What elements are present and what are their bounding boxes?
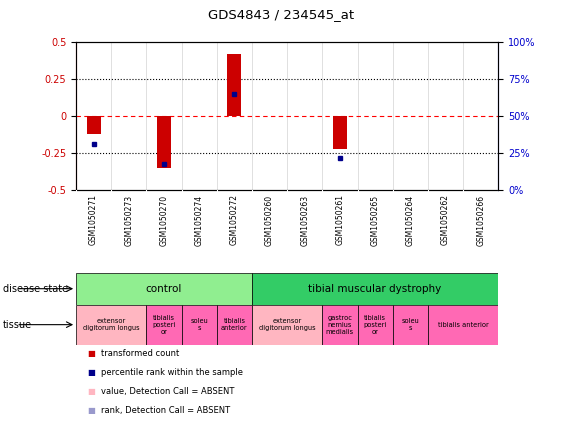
Text: GSM1050270: GSM1050270: [159, 195, 168, 246]
Bar: [252, 273, 498, 305]
Bar: [146, 305, 181, 345]
Text: GSM1050266: GSM1050266: [476, 195, 485, 246]
Bar: [252, 305, 322, 345]
Text: extensor
digitorum longus: extensor digitorum longus: [83, 318, 140, 331]
Text: tibialis
posteri
or: tibialis posteri or: [153, 315, 176, 335]
Text: soleu
s: soleu s: [190, 318, 208, 331]
Text: gastroc
nemius
medialis: gastroc nemius medialis: [326, 315, 354, 335]
Bar: [157, 116, 171, 168]
Text: ■: ■: [87, 387, 95, 396]
Text: control: control: [146, 284, 182, 294]
Text: soleu
s: soleu s: [401, 318, 419, 331]
Text: GSM1050272: GSM1050272: [230, 195, 239, 245]
Text: percentile rank within the sample: percentile rank within the sample: [101, 368, 243, 377]
Text: GSM1050264: GSM1050264: [406, 195, 415, 246]
Text: GSM1050260: GSM1050260: [265, 195, 274, 246]
Bar: [393, 305, 428, 345]
Text: disease state: disease state: [3, 284, 68, 294]
Bar: [87, 116, 101, 134]
Text: tissue: tissue: [3, 320, 32, 330]
Text: value, Detection Call = ABSENT: value, Detection Call = ABSENT: [101, 387, 235, 396]
Text: ■: ■: [87, 349, 95, 358]
Text: GSM1050263: GSM1050263: [300, 195, 309, 246]
Bar: [428, 305, 498, 345]
Text: GSM1050273: GSM1050273: [124, 195, 133, 246]
Bar: [322, 305, 358, 345]
Bar: [76, 305, 146, 345]
Bar: [358, 305, 393, 345]
Text: GSM1050274: GSM1050274: [195, 195, 204, 246]
Text: rank, Detection Call = ABSENT: rank, Detection Call = ABSENT: [101, 406, 230, 415]
Text: GSM1050261: GSM1050261: [336, 195, 345, 245]
Text: extensor
digitorum longus: extensor digitorum longus: [259, 318, 315, 331]
Text: tibial muscular dystrophy: tibial muscular dystrophy: [309, 284, 442, 294]
Text: ■: ■: [87, 368, 95, 377]
Text: GSM1050262: GSM1050262: [441, 195, 450, 245]
Bar: [76, 273, 252, 305]
Text: transformed count: transformed count: [101, 349, 180, 358]
Text: GSM1050265: GSM1050265: [370, 195, 379, 246]
Text: GSM1050271: GSM1050271: [89, 195, 98, 245]
Text: tibialis
posteri
or: tibialis posteri or: [364, 315, 387, 335]
Bar: [333, 116, 347, 149]
Text: tibialis
anterior: tibialis anterior: [221, 318, 248, 331]
Text: GDS4843 / 234545_at: GDS4843 / 234545_at: [208, 8, 355, 21]
Bar: [227, 54, 242, 116]
Text: ■: ■: [87, 406, 95, 415]
Bar: [217, 305, 252, 345]
Text: tibialis anterior: tibialis anterior: [437, 321, 489, 328]
Bar: [181, 305, 217, 345]
